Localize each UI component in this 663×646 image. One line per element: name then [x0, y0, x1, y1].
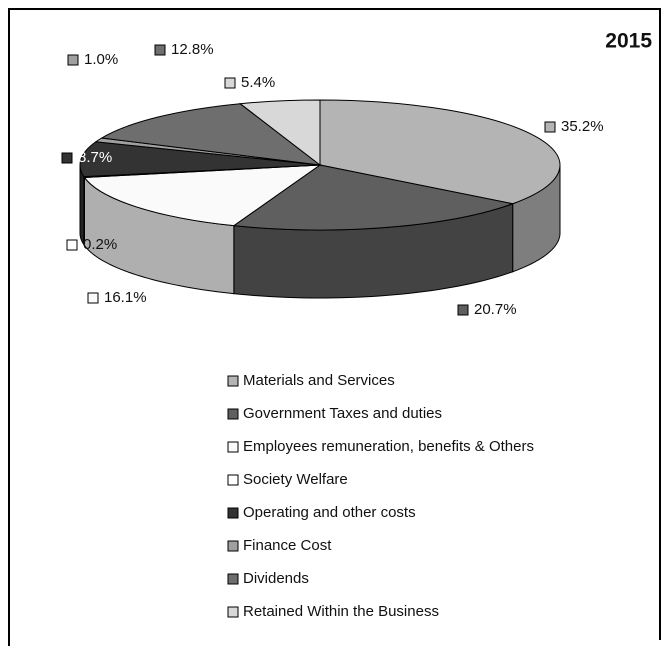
pie-slice	[238, 99, 321, 167]
legend-label: Society Welfare	[243, 471, 348, 488]
legend-marker	[227, 408, 239, 420]
pie-slice	[100, 103, 322, 166]
data-label: 8.7%	[78, 149, 112, 166]
pie-slice	[83, 164, 322, 227]
label-marker	[224, 77, 236, 89]
legend-label: Employees remuneration, benefits & Other…	[243, 438, 534, 455]
legend-marker	[227, 573, 239, 585]
legend-marker	[227, 441, 239, 453]
pie-slice	[232, 164, 515, 231]
data-label: 5.4%	[241, 74, 275, 91]
pie-slice	[319, 99, 561, 205]
label-marker	[87, 292, 99, 304]
pie-slice	[79, 141, 321, 178]
legend-label: Government Taxes and duties	[243, 405, 442, 422]
legend-label: Dividends	[243, 570, 309, 587]
legend-marker	[227, 375, 239, 387]
frame	[8, 8, 661, 646]
data-label: 16.1%	[104, 289, 147, 306]
label-marker	[67, 54, 79, 66]
label-marker	[66, 239, 78, 251]
label-marker	[544, 121, 556, 133]
label-marker	[61, 152, 73, 164]
legend-label: Operating and other costs	[243, 504, 416, 521]
label-marker	[457, 304, 469, 316]
legend-marker	[227, 507, 239, 519]
legend-label: Materials and Services	[243, 372, 395, 389]
legend-marker	[227, 474, 239, 486]
pie-side	[79, 164, 85, 247]
legend-label: Finance Cost	[243, 537, 332, 554]
data-label: 35.2%	[561, 118, 604, 135]
data-label: 0.2%	[83, 236, 117, 253]
label-marker	[154, 44, 166, 56]
data-label: 20.7%	[474, 301, 517, 318]
legend-marker	[227, 540, 239, 552]
legend-label: Retained Within the Business	[243, 603, 439, 620]
data-label: 1.0%	[84, 51, 118, 68]
legend-marker	[227, 606, 239, 618]
data-label: 12.8%	[171, 41, 214, 58]
chart-title: 2015	[605, 30, 652, 53]
